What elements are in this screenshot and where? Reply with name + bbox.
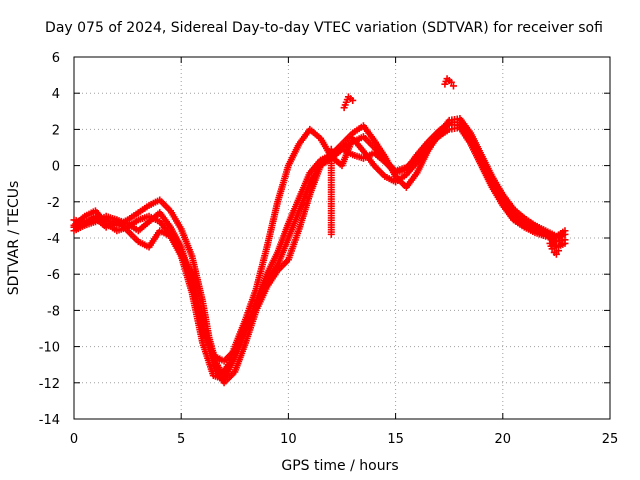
y-tick-label: 6 — [52, 51, 60, 66]
x-tick-label: 5 — [177, 432, 185, 447]
chart-title: Day 075 of 2024, Sidereal Day-to-day VTE… — [45, 20, 603, 36]
y-tick-label: 4 — [52, 87, 60, 102]
y-tick-label: 0 — [52, 160, 60, 175]
x-axis-label: GPS time / hours — [281, 458, 398, 474]
x-tick-label: 15 — [387, 432, 404, 447]
y-axis-label: SDTVAR / TECUs — [6, 181, 22, 296]
y-tick-label: -12 — [39, 377, 60, 392]
y-tick-label: 2 — [52, 123, 60, 138]
data-point — [555, 247, 563, 255]
data-point — [349, 96, 357, 104]
data-point — [561, 239, 569, 247]
y-tick-label: -10 — [39, 341, 60, 356]
x-tick-label: 10 — [280, 432, 297, 447]
y-tick-label: -4 — [47, 232, 60, 247]
data-points — [70, 75, 569, 387]
x-tick-label: 25 — [602, 432, 619, 447]
y-tick-label: -6 — [47, 268, 60, 283]
data-point — [548, 245, 556, 253]
y-tick-label: -8 — [47, 304, 60, 319]
data-point — [552, 250, 560, 258]
y-tick-label: -14 — [39, 413, 60, 428]
axis-ticks: 0 5 10 15 20 25 -14 -12 -10 -8 -6 -4 -2 0 2 4 6 — [39, 51, 619, 447]
y-tick-label: -2 — [47, 196, 60, 211]
data-point — [327, 145, 335, 153]
x-tick-label: 20 — [495, 432, 512, 447]
data-point — [449, 82, 457, 90]
data-point — [447, 78, 455, 86]
x-tick-label: 0 — [70, 432, 78, 447]
